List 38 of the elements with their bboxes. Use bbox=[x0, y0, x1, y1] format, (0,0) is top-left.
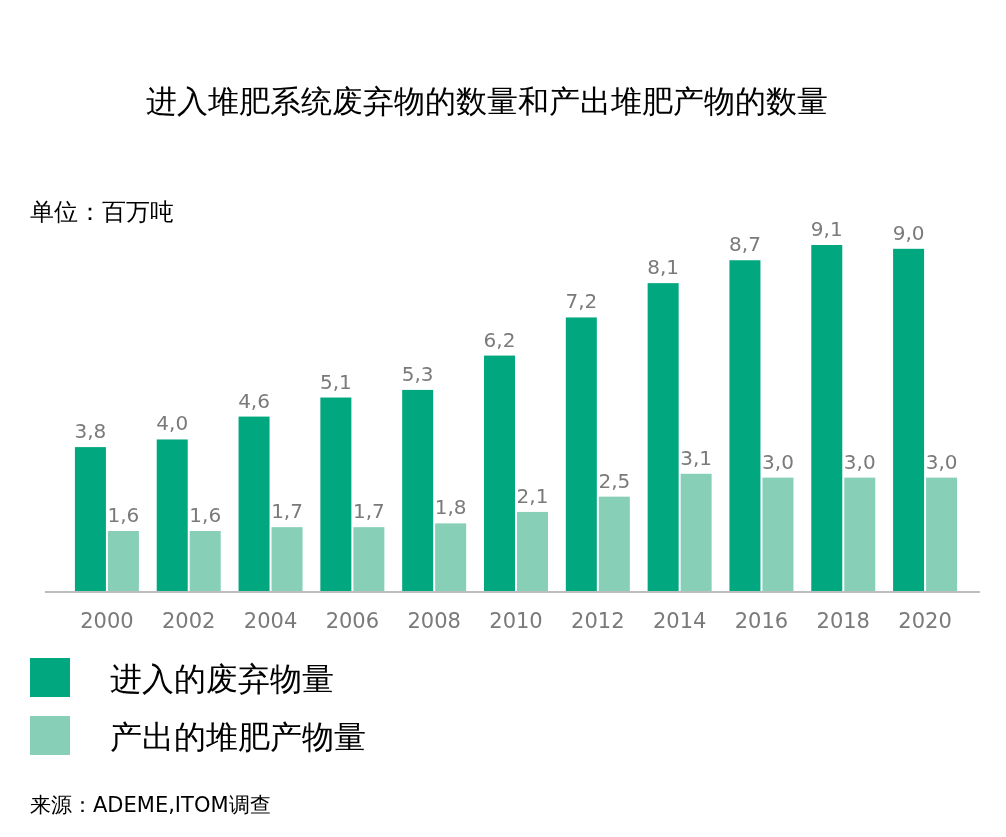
x-tick-label: 2004 bbox=[243, 609, 298, 633]
data-label: 8,7 bbox=[729, 232, 761, 257]
data-label: 3,1 bbox=[680, 445, 713, 470]
data-label: 3,8 bbox=[74, 419, 107, 444]
x-tick-label: 2014 bbox=[652, 609, 707, 633]
source-note: 来源：ADEME,ITOM调查 bbox=[30, 793, 271, 817]
data-label: 1,6 bbox=[189, 502, 222, 527]
x-tick-label: 2020 bbox=[898, 609, 952, 633]
data-label: 2,5 bbox=[598, 468, 631, 493]
data-label: 5,3 bbox=[401, 361, 434, 386]
data-label: 8,1 bbox=[647, 255, 680, 280]
data-label: 3,0 bbox=[925, 449, 958, 474]
x-tick-label: 2012 bbox=[571, 609, 625, 633]
x-tick-label: 2006 bbox=[325, 609, 380, 633]
data-label: 9,1 bbox=[810, 217, 843, 241]
subtitle: 单位：百万吨 bbox=[30, 198, 174, 226]
data-label: 1,7 bbox=[271, 499, 303, 524]
data-label: 9,0 bbox=[892, 220, 925, 245]
data-label: 4,0 bbox=[156, 411, 189, 436]
x-tick-label: 2002 bbox=[162, 609, 216, 633]
data-label: 4,6 bbox=[238, 388, 270, 413]
data-label: 3,0 bbox=[762, 449, 794, 474]
x-tick-label: 2010 bbox=[489, 609, 543, 633]
x-tick-label: 2016 bbox=[734, 609, 789, 633]
title: 进入堆肥系统废弃物的数量和产出堆肥产物的数量 bbox=[146, 83, 828, 119]
legend-label: 进入的废弃物量 bbox=[110, 660, 334, 698]
data-label: 2,1 bbox=[516, 483, 549, 508]
x-tick-label: 2000 bbox=[80, 609, 134, 633]
x-tick-label: 2008 bbox=[407, 609, 461, 633]
data-label: 1,8 bbox=[434, 495, 467, 520]
data-label: 3,0 bbox=[843, 449, 876, 474]
legend-label: 产出的堆肥产物量 bbox=[110, 718, 366, 756]
x-tick-label: 2018 bbox=[816, 609, 870, 633]
data-label: 1,6 bbox=[107, 502, 140, 527]
data-label: 5,1 bbox=[319, 369, 352, 394]
data-label: 7,2 bbox=[565, 289, 598, 314]
data-label: 6,2 bbox=[483, 327, 516, 352]
data-label: 1,7 bbox=[352, 499, 385, 524]
